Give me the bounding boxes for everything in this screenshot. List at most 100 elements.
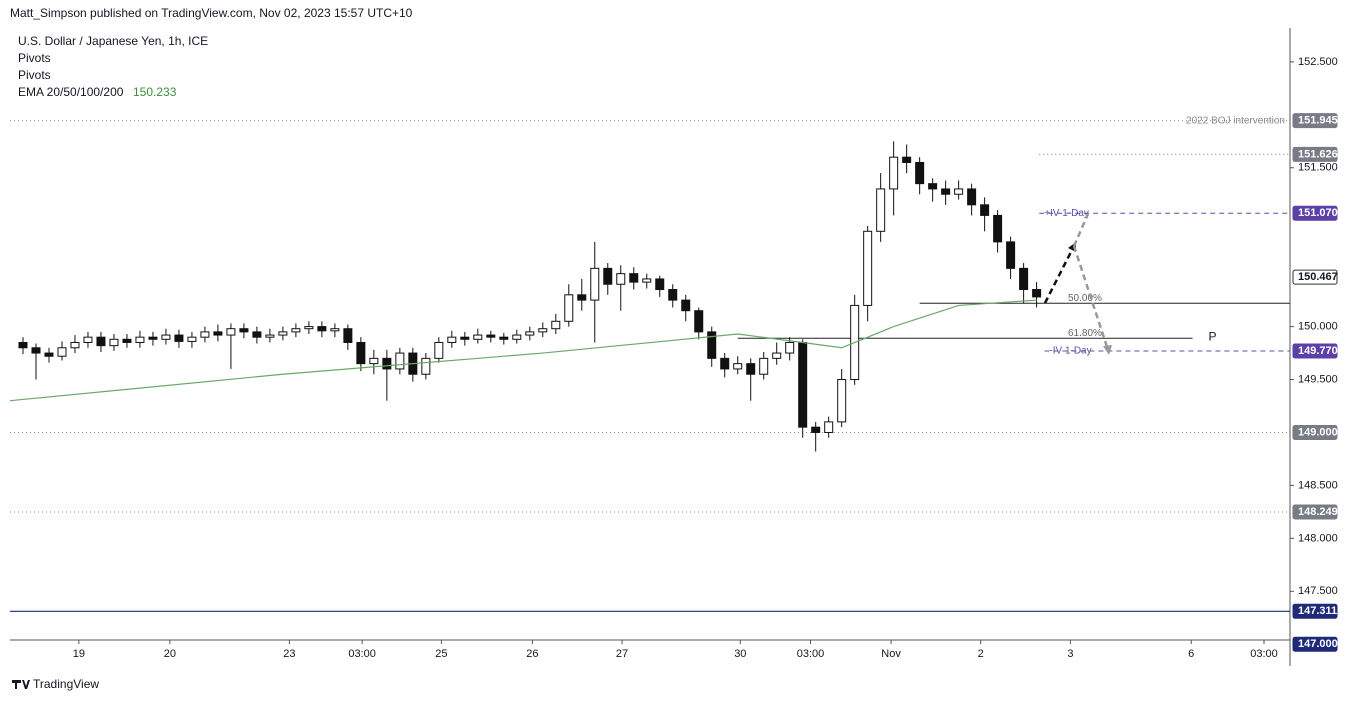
- x-tick-label: 03:00: [797, 648, 825, 660]
- y-tick-label: 148.500: [1298, 479, 1338, 491]
- price-box: [1292, 146, 1338, 162]
- price-label: 149.770: [1298, 345, 1338, 357]
- x-tick-label: 25: [435, 648, 447, 660]
- candle-body: [83, 336, 93, 343]
- candle-body: [824, 421, 834, 433]
- candle-body: [187, 336, 197, 342]
- candle-body: [616, 273, 626, 285]
- candle-body: [200, 331, 210, 338]
- candle-body: [343, 328, 353, 343]
- x-tick-label: 27: [616, 648, 628, 660]
- candle-body: [993, 214, 1003, 243]
- candle-body: [369, 357, 379, 365]
- x-tick-label: 26: [526, 648, 538, 660]
- candle-body: [239, 328, 249, 333]
- candle-body: [668, 289, 678, 301]
- level-text: 2022 BOJ intervention: [1186, 115, 1285, 126]
- candle-body: [876, 188, 886, 232]
- price-label: 151.626: [1298, 148, 1338, 160]
- price-box: [1292, 603, 1338, 619]
- ema-value: 150.233: [133, 85, 177, 99]
- price-label: 148.249: [1298, 506, 1338, 518]
- x-tick-label: 19: [73, 648, 85, 660]
- y-tick-label: 151.500: [1298, 162, 1338, 174]
- candle-body: [356, 341, 366, 365]
- candle-body: [44, 352, 54, 357]
- candle-body: [473, 334, 483, 340]
- candle-body: [564, 294, 574, 322]
- logo: [12, 680, 30, 689]
- candle-body: [57, 347, 67, 357]
- candle-body: [733, 363, 743, 370]
- candle-body: [434, 341, 444, 359]
- published: Matt_Simpson published on TradingView.co…: [10, 6, 413, 20]
- price-box: [1292, 636, 1338, 652]
- arrow: [1043, 245, 1076, 304]
- x-tick-label: Nov: [881, 648, 901, 660]
- level-text: -IV 1-Day: [1049, 346, 1091, 357]
- x-tick-label: 03:00: [348, 648, 376, 660]
- candle-body: [226, 328, 236, 336]
- candle-body: [395, 352, 405, 370]
- y-tick-label: 148.000: [1298, 532, 1338, 544]
- ema-line: [9, 299, 1037, 402]
- candle-body: [109, 338, 119, 347]
- candle-body: [447, 336, 457, 343]
- x-tick-label: 20: [164, 648, 176, 660]
- candle-body: [902, 156, 912, 163]
- candle-body: [31, 347, 41, 354]
- candle-body: [941, 188, 951, 195]
- candle-body: [291, 328, 301, 333]
- price-box: [1292, 504, 1338, 520]
- x-tick-label: 3: [1067, 648, 1073, 660]
- y-tick-label: 150.000: [1298, 320, 1338, 332]
- candle-body: [1006, 241, 1016, 269]
- candle-body: [954, 188, 964, 195]
- candle-body: [837, 379, 847, 423]
- arrow: [1072, 213, 1090, 247]
- candle-body: [278, 331, 288, 336]
- candle-body: [655, 278, 665, 291]
- candle-body: [746, 363, 756, 375]
- price-label: 151.945: [1298, 115, 1338, 127]
- candle-body: [538, 328, 548, 333]
- candle-body: [889, 156, 899, 190]
- candle-body: [122, 338, 132, 343]
- x-tick-label: 2: [978, 648, 984, 660]
- x-tick-label: 30: [734, 648, 746, 660]
- arrow: [1072, 245, 1110, 351]
- price-label: 150.467: [1298, 271, 1338, 283]
- candle-body: [252, 331, 262, 338]
- y-tick-label: 147.500: [1298, 585, 1338, 597]
- arrowhead: [1103, 345, 1112, 355]
- candle-body: [863, 230, 873, 306]
- candle-body: [707, 331, 717, 359]
- fib-label: 50.00%: [1068, 293, 1102, 304]
- candle-body: [499, 336, 509, 340]
- candle-body: [421, 357, 431, 375]
- candle-body: [928, 183, 938, 190]
- ema-name: EMA 20/50/100/200: [18, 85, 124, 99]
- y-tick-label: 152.500: [1298, 56, 1338, 68]
- candle-body: [811, 426, 821, 433]
- candle-body: [681, 299, 691, 312]
- candle-body: [96, 336, 106, 347]
- candle-body: [486, 334, 496, 338]
- price-label: 147.311: [1298, 605, 1337, 617]
- candle-body: [759, 357, 769, 375]
- indicator: Pivots: [18, 68, 51, 82]
- candle-body: [317, 326, 327, 332]
- candle-body: [603, 267, 613, 285]
- symbol: U.S. Dollar / Japanese Yen, 1h, ICE: [18, 34, 208, 48]
- candle-body: [213, 331, 223, 336]
- price-box: [1292, 269, 1338, 285]
- candle-body: [174, 334, 184, 342]
- candle-body: [460, 336, 470, 340]
- price-label: 149.000: [1298, 426, 1338, 438]
- candle-body: [980, 204, 990, 216]
- indicator: Pivots: [18, 51, 51, 65]
- brand: TradingView: [33, 677, 99, 691]
- candle-body: [135, 336, 145, 343]
- candle-body: [590, 267, 600, 301]
